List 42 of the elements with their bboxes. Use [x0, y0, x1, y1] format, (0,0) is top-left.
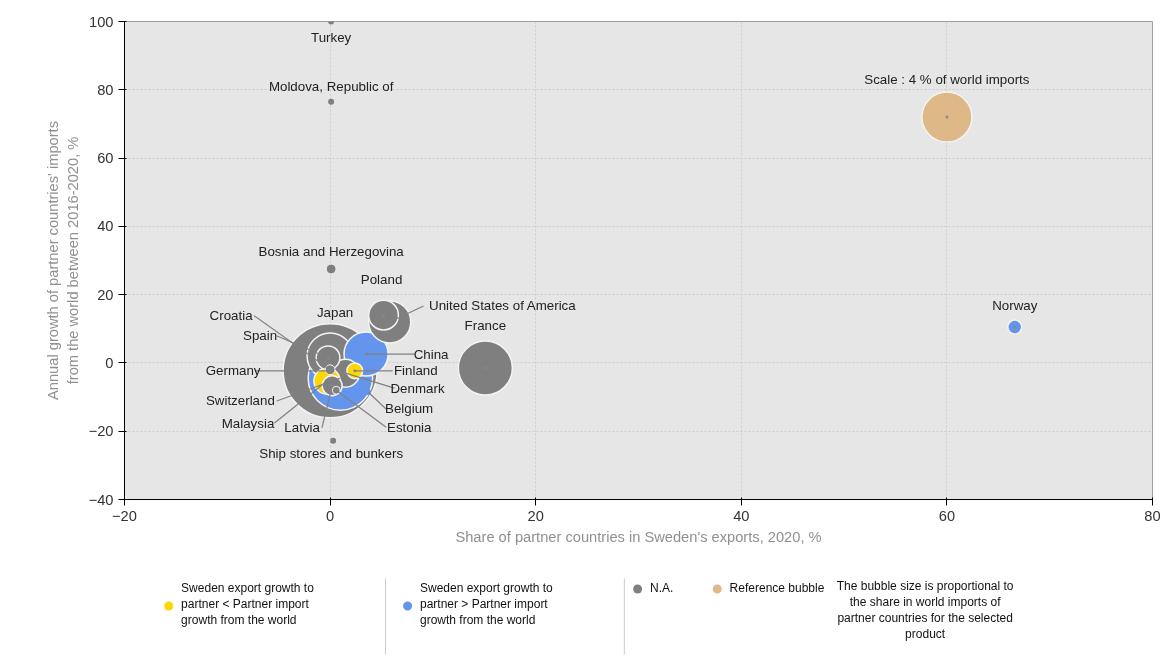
data-label: Japan [316, 304, 354, 320]
x-tick-label: 40 [733, 507, 750, 524]
legend-label: Sweden export growth to partner > Partner import growth from the world [419, 580, 554, 627]
x-tick-label: 60 [938, 507, 956, 524]
y-tick-label: 0 [105, 354, 114, 371]
data-label: Poland [360, 271, 403, 287]
legend-label: Reference bubble [729, 580, 825, 595]
y-axis-title: Annual growth of partner countries' imports from the world between 2016-2020, % [45, 121, 81, 400]
y-tick-label: 80 [97, 81, 114, 98]
data-label: Croatia [209, 308, 254, 324]
x-tick-label: −20 [112, 507, 137, 524]
y-tick-label: 40 [97, 218, 114, 235]
y-tick-label: −20 [88, 423, 114, 440]
data-label: Bosnia and Herzegovina [258, 243, 405, 259]
y-tick-label: 20 [97, 286, 114, 303]
data-label: China [413, 346, 450, 362]
x-tick-label: 20 [527, 507, 544, 524]
data-label: Spain [243, 328, 278, 344]
annotation: Scale : 4 % of world imports [864, 71, 1030, 87]
data-label: United States of America [429, 298, 577, 314]
data-label: Moldova, Republic of [268, 79, 394, 95]
data-label: Finland [393, 363, 438, 379]
data-label: Switzerland [205, 393, 275, 409]
data-label: Estonia [387, 419, 433, 435]
y-tick-label: 100 [89, 13, 114, 30]
y-tick-label: 60 [97, 150, 114, 167]
x-tick-label: 80 [1144, 507, 1161, 524]
data-label: Latvia [284, 420, 321, 436]
y-tick-label: −40 [88, 491, 114, 508]
data-label: Belgium [385, 401, 434, 417]
legend-label: N.A. [650, 580, 674, 595]
legend-label: Sweden export growth to partner < Partner import growth from the world [181, 580, 315, 627]
x-tick-label: 0 [326, 507, 335, 524]
data-label: Malaysia [221, 415, 275, 431]
data-label: Ship stores and bunkers [259, 446, 404, 462]
data-label: Turkey [311, 30, 352, 45]
data-label: Norway [992, 297, 1038, 313]
data-label: Germany [205, 363, 261, 379]
text: The bubble size is proportional to the share in world imports of partner countries for the selected product [836, 578, 1014, 641]
x-axis-title: Share of partner countries in Sweden's exports, 2020, % [455, 528, 822, 545]
data-label: Denmark [390, 380, 445, 396]
data-label: France [464, 317, 507, 333]
